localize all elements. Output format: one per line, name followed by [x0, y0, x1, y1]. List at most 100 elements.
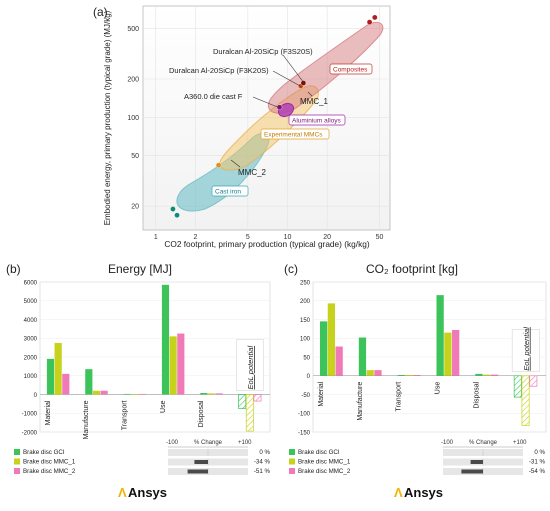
leader-lines	[230, 54, 313, 168]
bar	[207, 393, 216, 395]
logo-text-right: Ansys	[404, 485, 443, 500]
leader-f3s20s	[282, 54, 305, 84]
x-tick-label-a: 50	[376, 234, 384, 241]
y-tick-label: 3000	[24, 337, 38, 343]
scatter-point	[366, 19, 373, 25]
bar-eol	[245, 394, 254, 432]
bar	[452, 330, 460, 376]
y-tick-label-a: 100	[127, 115, 139, 122]
tag-aluminium-box	[288, 114, 346, 126]
scatter-point	[300, 80, 307, 86]
legend-swatch	[289, 449, 295, 455]
legend-co2: -100 % Change +100 Brake disc GCI 0 % Brake d…	[289, 440, 545, 475]
bar-chart-co2: -150 -100 -50 0 50 100 150 200 250 Material Manufa…	[298, 280, 547, 436]
change-value: -51 %	[254, 468, 271, 475]
legend-plus-label: +100	[238, 440, 252, 446]
bar	[215, 393, 223, 395]
bar-eol	[253, 394, 262, 402]
scatter-point	[276, 104, 283, 111]
panel-label-a: (a)	[93, 5, 108, 19]
bar	[62, 373, 70, 395]
logo-mark-left: Λ	[118, 485, 127, 500]
y-tick-label: 4000	[24, 318, 38, 324]
leader-a360	[252, 96, 281, 109]
y-tick-label: 5000	[24, 299, 38, 305]
panel-c-co2: (c) CO₂ footprint [kg] -150 -100 -50 0 50 100…	[284, 262, 547, 436]
y-tick-label: -100	[298, 412, 311, 418]
data-points-a	[170, 14, 378, 218]
logo-text-left: Ansys	[128, 485, 167, 500]
legend-change-label: % Change	[194, 440, 223, 446]
bar	[444, 332, 452, 376]
bar	[54, 342, 62, 395]
y-tick-label: 6000	[24, 280, 38, 286]
legend-change-label: % Change	[469, 440, 498, 446]
change-bar	[194, 460, 208, 464]
region-composites	[267, 21, 384, 114]
legend-series-name: Brake disc MMC_1	[298, 459, 351, 466]
bar	[358, 337, 367, 376]
logo-mark-right: Λ	[394, 485, 403, 500]
eol-label-box	[511, 329, 540, 372]
bar-chart-energy: -2000 -1000 0 1000 2000 3000 4000 5000 6000 Mater…	[22, 280, 271, 439]
category-label: Material	[45, 400, 52, 425]
y-axis-label-a: Embodied energy, primary production (typ…	[103, 10, 112, 225]
leader-mmc1	[307, 91, 313, 97]
eol-label-box	[236, 339, 264, 391]
legend-minus-label: -100	[166, 440, 179, 446]
legend-plus-label: +100	[513, 440, 527, 446]
tag-mmcs-box	[260, 128, 330, 140]
legend-swatch	[289, 458, 295, 465]
category-label: Manufacture	[83, 400, 90, 439]
panel-label-b: (b)	[6, 262, 21, 276]
y-tick-label: 1000	[24, 374, 38, 380]
change-value: 0 %	[534, 449, 545, 456]
bar	[413, 375, 421, 376]
y-tick-label-a: 20	[131, 204, 139, 211]
x-tick-label-a: 10	[284, 234, 292, 241]
legend-series-name: Brake disc MMC_2	[23, 468, 76, 475]
change-value: 0 %	[259, 449, 270, 456]
scatter-point	[215, 162, 222, 169]
category-label: Material	[318, 381, 325, 406]
bar	[161, 284, 170, 395]
leader-mmc2	[230, 159, 241, 168]
ansys-logo-left: Λ Ansys	[118, 485, 167, 500]
bar-eol	[513, 375, 522, 398]
gridlines-a	[143, 6, 390, 230]
eol-potential-label: EoL potential	[522, 327, 531, 371]
legend-swatch	[14, 468, 20, 474]
bar	[319, 321, 328, 376]
change-bar	[461, 469, 483, 474]
bar	[366, 370, 374, 376]
category-label: Disposal	[473, 381, 480, 408]
annotation-f3k20s: Duralcan Al-20SiCp (F3K20S)	[169, 66, 269, 75]
x-tick-label-a: 20	[323, 234, 331, 241]
bar	[405, 375, 413, 376]
axis-ticks-a: 1 2 5 10 20 50 20 50 100 200 500	[127, 26, 383, 241]
annotation-mmc2: MMC_2	[238, 168, 267, 177]
bar	[335, 346, 343, 376]
y-tick-label: -150	[298, 430, 311, 436]
bar	[169, 336, 177, 395]
bar	[123, 393, 131, 395]
tag-cast-iron: Cast iron	[215, 189, 241, 196]
tag-composites: Composites	[333, 67, 368, 74]
tag-composites-box	[329, 63, 373, 75]
legend-series-name: Brake disc GCI	[298, 449, 340, 456]
category-label: Use	[160, 400, 167, 413]
tag-aluminium-alloys: Aluminium alloys	[292, 118, 342, 125]
x-axis-label-a: CO2 footprint, primary production (typic…	[164, 239, 369, 249]
material-regions	[176, 21, 384, 212]
y-tick-label: 50	[303, 355, 310, 361]
scatter-point	[371, 14, 378, 21]
y-tick-label: 0	[307, 374, 311, 380]
legend-swatch	[14, 449, 20, 455]
bar	[436, 295, 444, 376]
legend-swatch	[14, 458, 20, 465]
bar	[327, 303, 336, 376]
category-label: Transport	[122, 400, 129, 430]
change-bar	[187, 469, 208, 474]
y-tick-label-a: 50	[131, 153, 139, 160]
category-label: Transport	[396, 382, 403, 412]
